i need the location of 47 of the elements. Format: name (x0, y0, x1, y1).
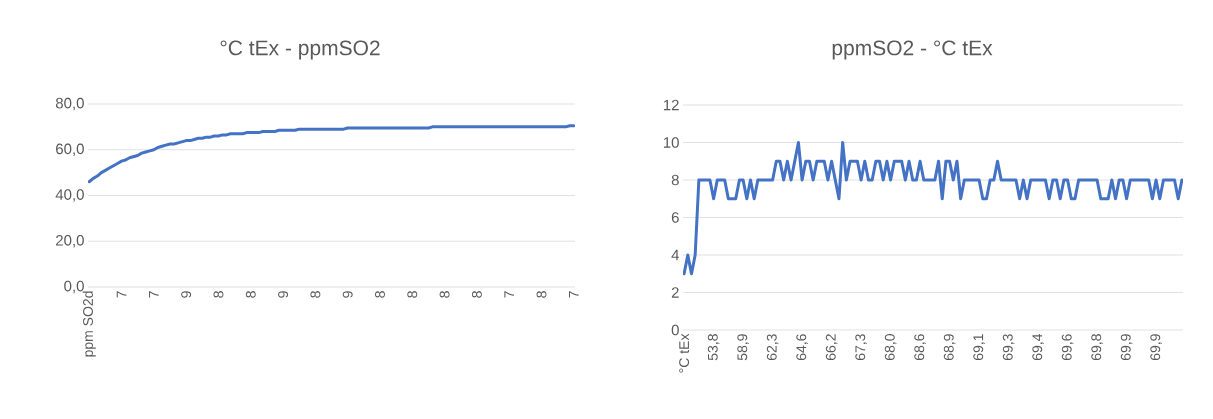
x-tick-label: 68,6 (914, 334, 926, 361)
y-tick-label: 40,0 (55, 189, 84, 202)
x-tick-label: 8 (310, 291, 321, 298)
x-tick-label: 8 (439, 291, 450, 298)
x-tick-label: 69,8 (1091, 334, 1103, 361)
y-tick-label: 20,0 (56, 235, 84, 248)
x-tick-label: 69,4 (1032, 333, 1044, 361)
x-tick-label: 64,6 (796, 334, 808, 361)
x-tick-label: 8 (213, 291, 224, 298)
y-tick-label: 10 (663, 137, 679, 148)
x-tick-label: 9 (278, 291, 289, 298)
y-tick-label: 2 (671, 287, 679, 298)
x-tick-label: 8 (471, 291, 482, 298)
x-tick-label: ppm SO2d (82, 291, 96, 357)
x-tick-label: 8 (536, 291, 547, 298)
x-tick-label: 67,3 (855, 334, 867, 361)
chart-title: ppmSO2 - °C tEx (832, 40, 993, 60)
x-tick-label: 69,1 (973, 334, 985, 361)
x-tick-label: 66,2 (825, 334, 838, 361)
x-tick-label: 9 (342, 291, 353, 298)
x-tick-label: 69,9 (1150, 334, 1162, 361)
x-tick-label: 62,3 (766, 334, 779, 361)
x-tick-label: 7 (149, 291, 159, 298)
x-tick-label: 68,0 (884, 334, 897, 361)
x-tick-label: 69,6 (1061, 334, 1074, 361)
x-tick-label: 69,9 (1120, 334, 1133, 361)
x-tick-label: 58,9 (737, 334, 749, 361)
x-tick-label: 8 (245, 291, 256, 298)
x-tick-label: °C tEx (679, 333, 690, 373)
x-tick-label: 68,9 (943, 334, 956, 361)
y-tick-label: 80,0 (55, 97, 84, 111)
y-tick-label: 60,0 (56, 143, 84, 156)
y-tick-label: 0,0 (64, 280, 84, 294)
x-tick-label: 53,8 (707, 334, 720, 361)
x-tick-label: 8 (375, 291, 385, 298)
x-tick-label: 9 (181, 291, 192, 298)
x-tick-label: 69,3 (1002, 334, 1015, 361)
y-tick-label: 8 (671, 174, 679, 186)
x-tick-label: 8 (407, 291, 418, 298)
x-tick-label: 7 (504, 291, 514, 298)
chart-title: °C tEx - ppmSO2 (220, 40, 380, 60)
y-tick-label: 12 (663, 99, 679, 111)
y-tick-label: 4 (671, 249, 680, 261)
y-tick-label: 0 (671, 324, 679, 336)
x-tick-label: 7 (568, 291, 579, 298)
x-tick-label: 7 (116, 291, 127, 298)
y-tick-label: 6 (671, 212, 679, 223)
